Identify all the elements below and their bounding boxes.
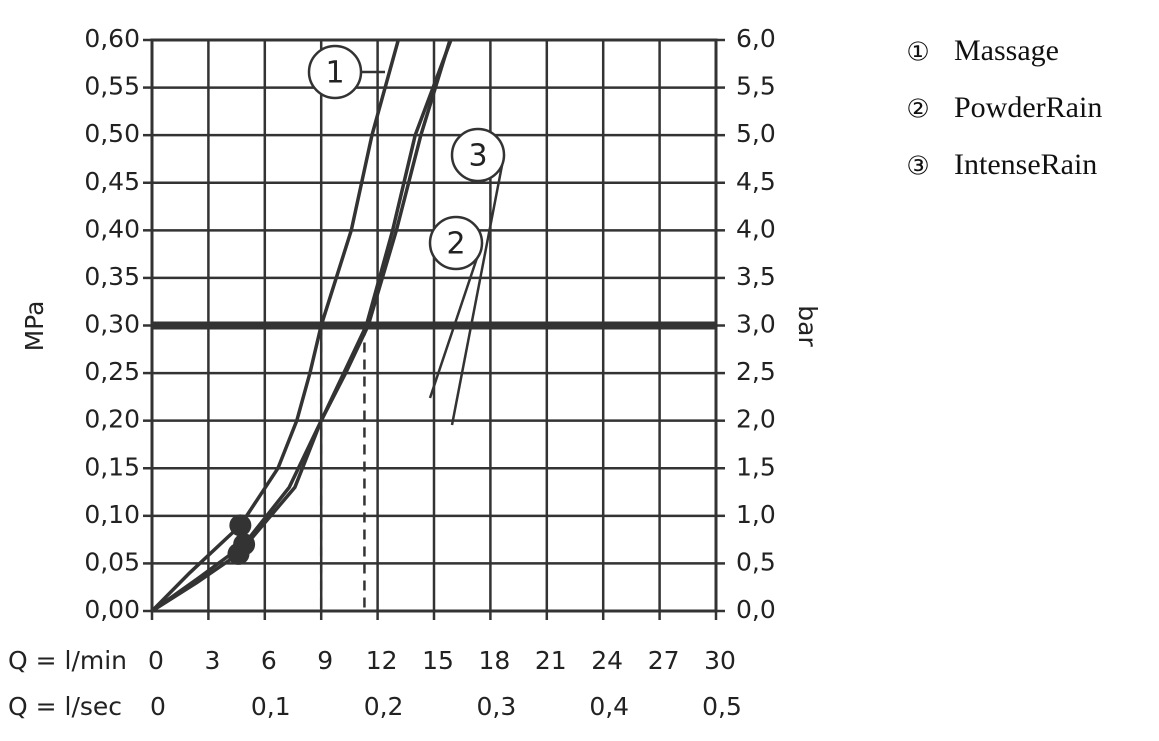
callout-circle [450,127,506,183]
y2-tick-label: 5,0 [736,119,776,148]
x2-tick-label: 0,3 [477,692,517,721]
x2-tick-label: 0,2 [364,692,404,721]
callout-circle [307,44,363,100]
y2-tick-label: 2,5 [736,357,776,386]
y-tick-label: 0,35 [84,262,140,291]
x-tick-label: 12 [366,646,398,675]
y-tick-label: 0,40 [84,214,140,243]
y-tick-label: 0,30 [84,310,140,339]
x2-tick-label: 0,5 [702,692,742,721]
x-tick-label: 24 [591,646,623,675]
x-tick-label: 9 [317,646,333,675]
y2-tick-label: 0,0 [736,595,776,624]
x-tick-label: 30 [704,646,736,675]
x-tick-label: 27 [648,646,680,675]
series-line [151,39,453,613]
y-tick-label: 0,55 [84,72,140,101]
y2-tick-label: 5,5 [736,72,776,101]
x-tick-label: 15 [422,646,454,675]
callout-leader [428,242,484,399]
y-tick-label: 0,00 [84,595,140,624]
y-tick-label: 0,50 [84,119,140,148]
callout-circle [428,215,484,271]
legend-symbol: ② [906,95,929,125]
marker [229,514,252,537]
x-tick-label: 0 [148,646,164,675]
y-tick-label: 0,60 [84,24,140,53]
x-axis-label: Q = l/min [8,646,127,675]
y2-tick-label: 2,0 [736,405,776,434]
y2-tick-label: 0,5 [736,547,776,576]
x2-tick-label: 0 [150,692,166,721]
callout-label: 3 [468,139,487,174]
y2-tick-label: 1,5 [736,452,776,481]
y2-tick-label: 4,0 [736,214,776,243]
y2-tick-label: 4,5 [736,167,776,196]
y2-axis-label: bar [793,305,822,347]
y-tick-label: 0,05 [84,547,140,576]
x-tick-label: 3 [204,646,220,675]
callout-label: 2 [446,227,465,262]
x2-tick-label: 0,1 [251,692,291,721]
marker [227,542,250,565]
series-line [150,39,400,613]
legend-label: Massage [954,34,1059,67]
y-tick-label: 0,15 [84,452,140,481]
y2-tick-label: 3,0 [736,310,776,339]
x-tick-label: 21 [535,646,567,675]
x-tick-label: 6 [261,646,277,675]
legend-label: PowderRain [954,91,1102,124]
y-tick-label: 0,45 [84,167,140,196]
y-tick-label: 0,25 [84,357,140,386]
callout-leader [450,154,506,426]
x2-tick-label: 0,4 [589,692,629,721]
x2-axis-label: Q = l/sec [8,692,122,721]
y2-tick-label: 1,0 [736,500,776,529]
legend-label: IntenseRain [954,148,1097,181]
callout-label: 1 [325,56,344,91]
y-tick-label: 0,20 [84,405,140,434]
y2-tick-label: 6,0 [736,24,776,53]
legend-symbol: ① [906,38,929,68]
y-axis-label: MPa [20,301,49,352]
x-tick-label: 18 [478,646,510,675]
y2-tick-label: 3,5 [736,262,776,291]
legend-symbol: ③ [906,152,929,182]
y-tick-label: 0,10 [84,500,140,529]
